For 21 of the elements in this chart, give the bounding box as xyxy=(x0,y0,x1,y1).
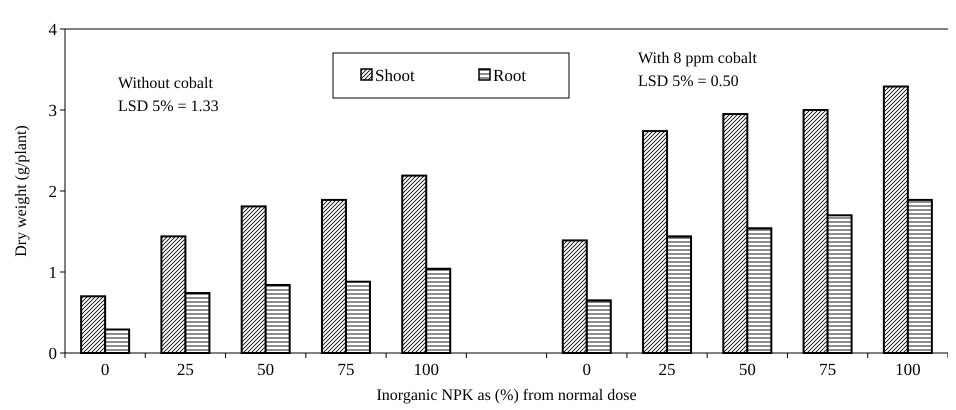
y-tick-label: 1 xyxy=(48,262,57,282)
annotation: With 8 ppm cobalt LSD 5% = 0.50 xyxy=(638,50,758,90)
x-tick-label: 0 xyxy=(582,360,592,379)
x-tick-label: 75 xyxy=(337,360,354,379)
annotation: Without cobalt LSD 5% = 1.33 xyxy=(118,75,219,115)
x-tick-label: 50 xyxy=(257,360,274,379)
y-tick-label: 2 xyxy=(48,182,57,201)
x-tick-label: 25 xyxy=(176,360,194,379)
x-tick-label: 100 xyxy=(413,360,439,379)
x-tick-label: 0 xyxy=(100,360,110,379)
x-tick-label: 75 xyxy=(819,360,836,379)
y-tick-label: 4 xyxy=(48,20,58,39)
legend-label: Shoot xyxy=(375,66,415,85)
legend-label: Root xyxy=(493,66,526,85)
y-tick-label: 3 xyxy=(48,100,57,120)
x-axis-title: Inorganic NPK as (%) from normal dose xyxy=(376,387,637,404)
y-tick-label: 0 xyxy=(48,344,57,363)
y-axis-title: Dry weight (g/plant) xyxy=(13,125,30,257)
x-tick-label: 100 xyxy=(895,360,921,379)
x-tick-label: 25 xyxy=(658,360,676,379)
x-tick-label: 50 xyxy=(738,360,756,379)
